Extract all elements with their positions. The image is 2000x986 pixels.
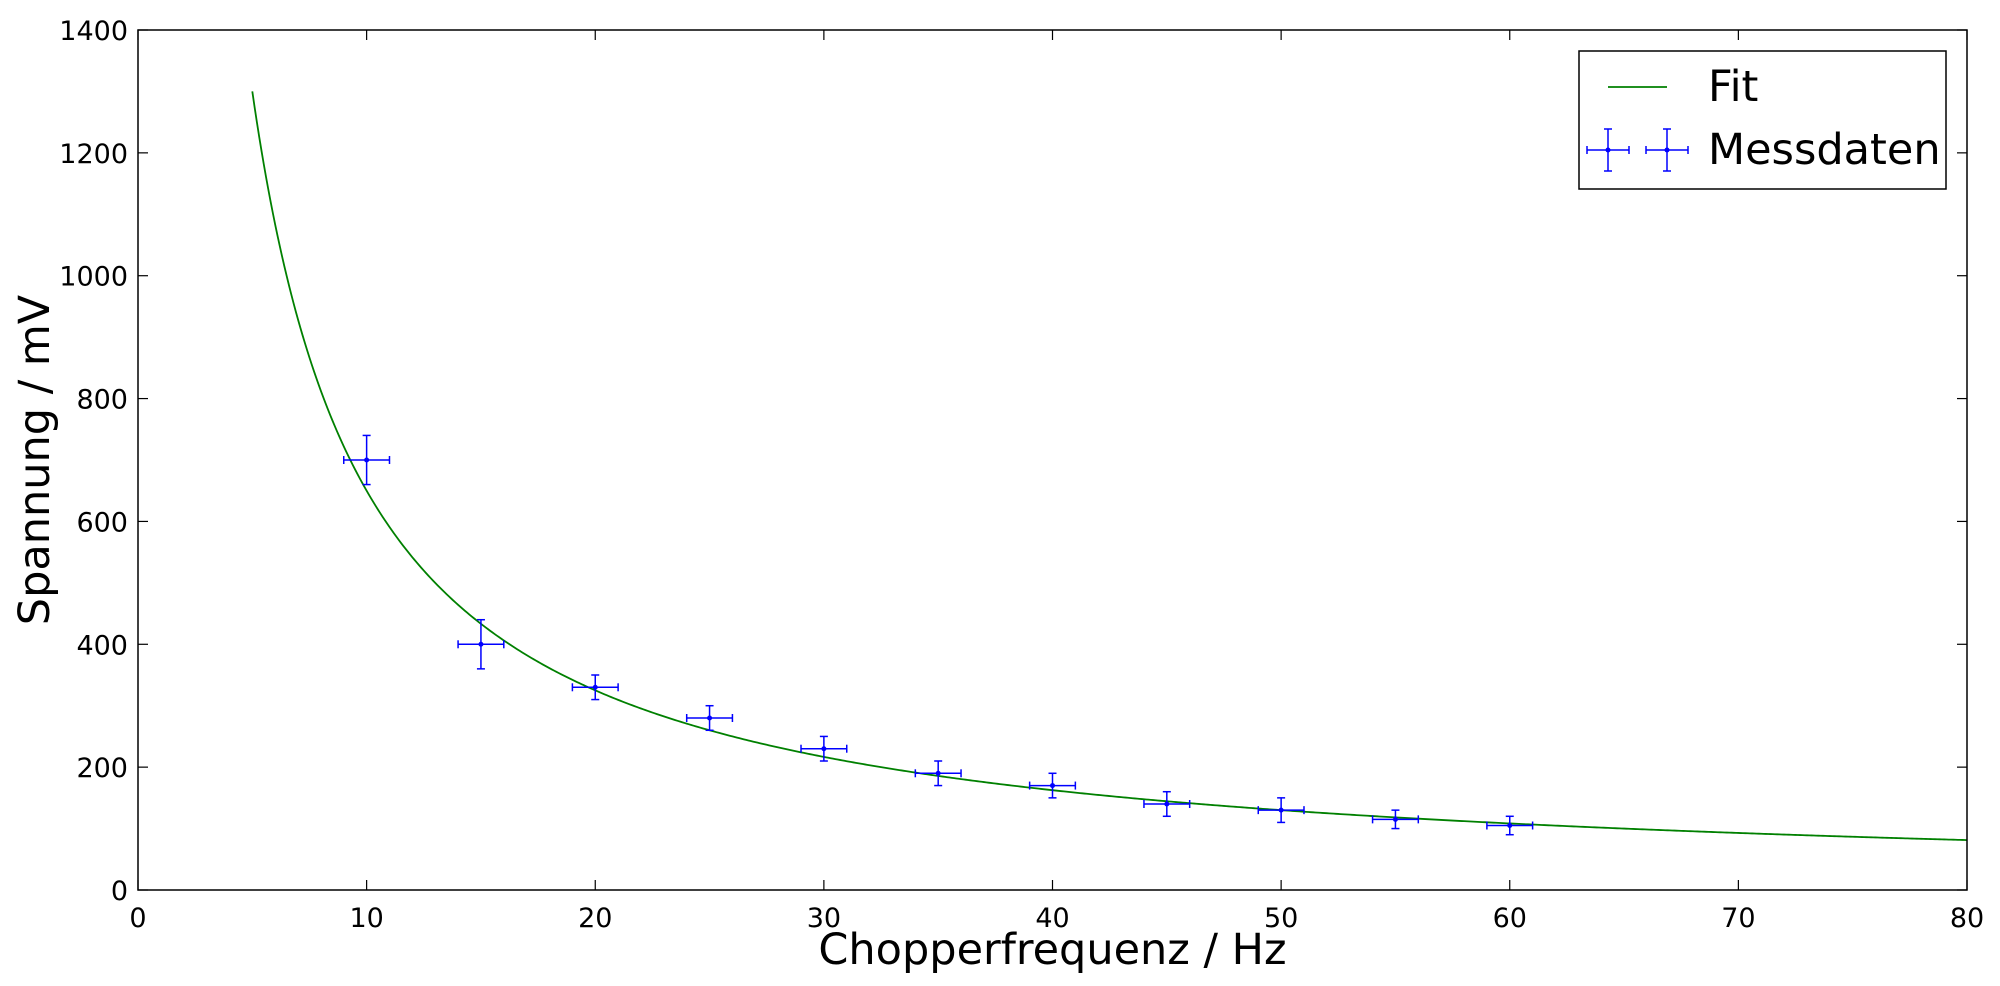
data-point: [1028, 772, 1077, 799]
data-marker: [1392, 816, 1398, 822]
legend-messdaten-swatch: [1586, 128, 1630, 172]
data-marker: [707, 715, 713, 721]
data-point: [685, 704, 734, 732]
data-marker: [1278, 807, 1284, 813]
data-point: [1371, 809, 1420, 830]
legend-marker: [1664, 147, 1670, 153]
data-marker: [478, 641, 484, 647]
x-tick-label: 10: [349, 903, 383, 934]
series-layer: [251, 91, 1968, 841]
legend: Fit Messdaten: [1578, 50, 1947, 190]
data-marker: [935, 770, 941, 776]
y-tick-label: 800: [76, 385, 128, 416]
data-point: [1143, 790, 1191, 818]
y-tick-label: 1400: [59, 16, 128, 47]
x-tick-label: 60: [1493, 903, 1527, 934]
y-tick-label: 400: [76, 630, 128, 661]
axis-ticks: 0 10 20 30 40 50 60 70 8002004006008001000120014…: [59, 16, 1984, 934]
y-tick-label: 1200: [59, 139, 128, 170]
x-tick-label: 20: [578, 903, 612, 934]
data-point: [571, 674, 619, 701]
x-tick-label: 40: [1035, 903, 1069, 934]
y-tick-label: 0: [111, 876, 128, 907]
x-tick-label: 50: [1264, 903, 1298, 934]
data-point: [457, 618, 505, 670]
legend-messdaten-label: Messdaten: [1708, 125, 1941, 175]
data-marker: [364, 457, 370, 463]
data-marker: [1164, 801, 1170, 807]
y-tick-label: 600: [76, 507, 128, 538]
x-tick-label: 30: [807, 903, 841, 934]
data-marker: [821, 746, 827, 752]
data-point: [1486, 815, 1534, 836]
x-axis-label: Chopperfrequenz / Hz: [818, 925, 1286, 975]
axes-frame: [137, 29, 1968, 891]
data-point: [800, 735, 848, 762]
x-tick-label: 70: [1721, 903, 1755, 934]
data-point: [914, 760, 962, 787]
fit-curve: [251, 91, 1968, 841]
x-tick-label: 0: [129, 903, 146, 934]
legend-messdaten-swatch: [1645, 128, 1689, 172]
data-marker: [592, 684, 598, 690]
y-tick-label: 200: [76, 753, 128, 784]
data-point: [343, 434, 391, 486]
legend-fit-label: Fit: [1708, 62, 1758, 112]
y-tick-label: 1000: [59, 262, 128, 293]
data-marker: [1507, 823, 1513, 828]
y-axis-label: Spannung / mV: [10, 294, 60, 625]
data-marker: [1050, 783, 1055, 789]
data-point: [1257, 797, 1305, 824]
x-tick-label: 80: [1950, 903, 1984, 934]
legend-marker: [1605, 147, 1611, 153]
legend-box: [1578, 50, 1947, 190]
